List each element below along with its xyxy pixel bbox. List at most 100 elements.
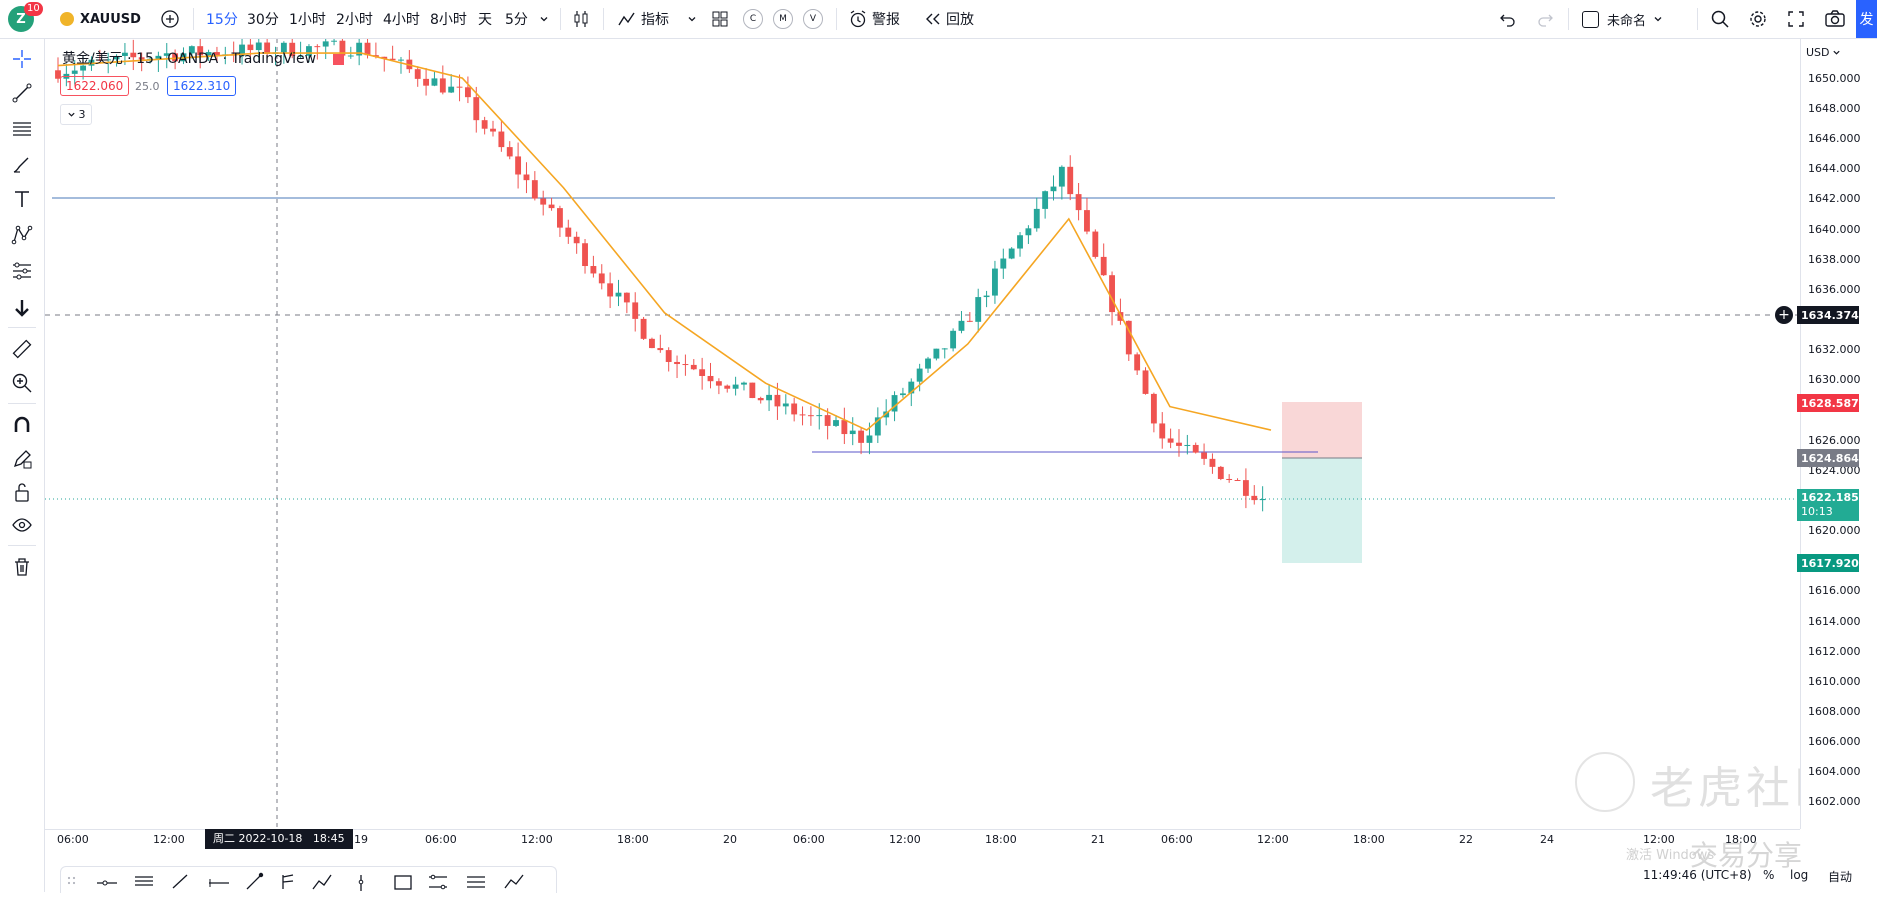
crosshair-price-tag: 1634.374 xyxy=(1797,306,1859,324)
crosshair-icon[interactable] xyxy=(8,45,36,73)
arrow-line-icon[interactable] xyxy=(246,872,264,890)
time-tick: 20 xyxy=(723,833,737,846)
ruler-icon[interactable] xyxy=(8,335,36,363)
trash-icon[interactable] xyxy=(8,553,36,581)
auto-scale-toggle[interactable]: 自动 xyxy=(1828,870,1853,884)
chart-legend: 黄金/美元 · 15 · OANDA · TradingView xyxy=(62,48,344,68)
indicator-collapse-toggle[interactable]: 3 xyxy=(60,104,92,125)
symbol-title: 黄金/美元 · 15 · OANDA · TradingView xyxy=(62,51,317,67)
interval-5m[interactable]: 5分 xyxy=(505,12,528,28)
pattern-tool-icon[interactable] xyxy=(8,221,36,249)
unlock-icon[interactable] xyxy=(8,478,36,506)
prediction-tool-icon[interactable] xyxy=(8,257,36,285)
interval-dropdown-chevron-icon[interactable] xyxy=(538,0,550,38)
interval-2h[interactable]: 2小时 xyxy=(336,12,373,28)
last-price-value: 1622.185 xyxy=(1801,491,1859,504)
candle-body xyxy=(1125,320,1132,355)
layout-selector[interactable]: 未命名 xyxy=(1582,0,1664,38)
v-button[interactable]: V xyxy=(803,9,823,29)
indicators-button[interactable]: 指标 xyxy=(617,0,669,38)
zoom-in-icon[interactable] xyxy=(8,369,36,397)
time-tick: 18:00 xyxy=(1725,833,1757,846)
candle-body xyxy=(816,415,823,417)
candle-body xyxy=(331,40,337,42)
user-avatar[interactable]: Z 10 xyxy=(8,0,43,38)
candle-body xyxy=(398,59,404,61)
currency-selector[interactable]: USD xyxy=(1806,46,1841,59)
time-tick: 12:00 xyxy=(1257,833,1289,846)
candle-body xyxy=(289,42,296,57)
eye-visibility-icon[interactable] xyxy=(8,511,36,539)
interval-1h[interactable]: 1小时 xyxy=(289,12,326,28)
candle-style-icon[interactable] xyxy=(572,0,590,38)
horizontal-ray-icon[interactable] xyxy=(97,880,117,886)
price-tick: 1626.000 xyxy=(1808,434,1861,447)
settings-gear-icon[interactable] xyxy=(1748,0,1768,38)
candle-body xyxy=(540,198,547,205)
price-tick: 1604.000 xyxy=(1808,765,1861,778)
interval-15m[interactable]: 15分 xyxy=(206,12,238,28)
compare-add-icon[interactable] xyxy=(160,0,180,38)
price-axis[interactable] xyxy=(1800,39,1877,829)
camera-icon[interactable] xyxy=(1824,0,1846,38)
time-axis[interactable] xyxy=(45,829,1800,830)
date-price-range-icon[interactable] xyxy=(467,876,485,888)
clock-timezone[interactable]: 11:49:46 (UTC+8) xyxy=(1643,868,1752,882)
candle-body xyxy=(113,55,120,60)
m-button[interactable]: M xyxy=(773,9,793,29)
drag-handle-icon[interactable] xyxy=(67,876,76,885)
templates-grid-icon[interactable] xyxy=(711,0,729,38)
entry-price-tag: 1624.864 xyxy=(1797,449,1859,467)
alert-button[interactable]: 警报 xyxy=(848,0,900,38)
interval-30m[interactable]: 30分 xyxy=(247,12,279,28)
arrow-down-icon[interactable] xyxy=(8,294,36,322)
candle-body xyxy=(916,368,923,382)
interval-4h[interactable]: 4小时 xyxy=(383,12,420,28)
candle-body xyxy=(1100,256,1107,276)
polyline-icon[interactable] xyxy=(504,874,524,889)
log-scale-toggle[interactable]: log xyxy=(1790,868,1809,882)
candle-body xyxy=(1008,248,1015,259)
candle-body xyxy=(1050,186,1057,192)
trend-line-icon[interactable] xyxy=(8,79,36,107)
symbol-search[interactable]: XAUUSD xyxy=(60,0,141,38)
undo-icon[interactable] xyxy=(1499,0,1517,38)
candle-body xyxy=(264,42,271,54)
candle-body xyxy=(950,330,957,349)
lock-drawing-pencil-icon[interactable] xyxy=(8,445,36,473)
price-range-icon[interactable] xyxy=(429,874,447,890)
rectangle-icon[interactable] xyxy=(394,875,412,890)
stop-loss-zone[interactable] xyxy=(1282,402,1362,458)
candle-body xyxy=(598,273,605,284)
candle-body xyxy=(481,120,488,129)
interval-8h[interactable]: 8小时 xyxy=(430,12,467,28)
candle-body xyxy=(339,40,346,56)
crosshair-add-icon[interactable]: + xyxy=(1775,306,1793,324)
crosshair-time-tag: 周二 2022-10-18 18:45 xyxy=(205,829,353,849)
horizontal-line-icon[interactable] xyxy=(209,879,229,887)
indicators-chevron-icon[interactable] xyxy=(686,0,698,38)
brush-icon[interactable] xyxy=(8,151,36,179)
fib-retracement-icon[interactable] xyxy=(8,115,36,143)
parallel-lines-icon[interactable] xyxy=(135,876,153,886)
redo-icon[interactable] xyxy=(1536,0,1554,38)
replay-button[interactable]: 回放 xyxy=(924,0,974,38)
publish-button[interactable]: 发 xyxy=(1856,0,1877,38)
pitchfork-icon[interactable] xyxy=(282,874,294,889)
curve-path-icon[interactable] xyxy=(312,874,332,890)
c-button[interactable]: C xyxy=(743,9,763,29)
search-icon[interactable] xyxy=(1710,0,1730,38)
vertical-line-icon[interactable] xyxy=(358,875,364,891)
percent-scale-toggle[interactable]: % xyxy=(1763,868,1775,882)
trend-line-small-icon[interactable] xyxy=(172,874,188,889)
candle-body xyxy=(908,381,915,394)
interval-day[interactable]: 天 xyxy=(478,12,492,28)
text-tool-icon[interactable] xyxy=(8,185,36,213)
fullscreen-icon[interactable] xyxy=(1787,0,1805,38)
price-chart[interactable] xyxy=(45,39,1800,829)
magnet-icon[interactable] xyxy=(8,411,36,439)
sell-price-button[interactable]: 1622.060 xyxy=(60,76,130,96)
take-profit-zone[interactable] xyxy=(1282,458,1362,563)
candle-body xyxy=(874,417,881,436)
buy-price-button[interactable]: 1622.310 xyxy=(167,76,237,96)
